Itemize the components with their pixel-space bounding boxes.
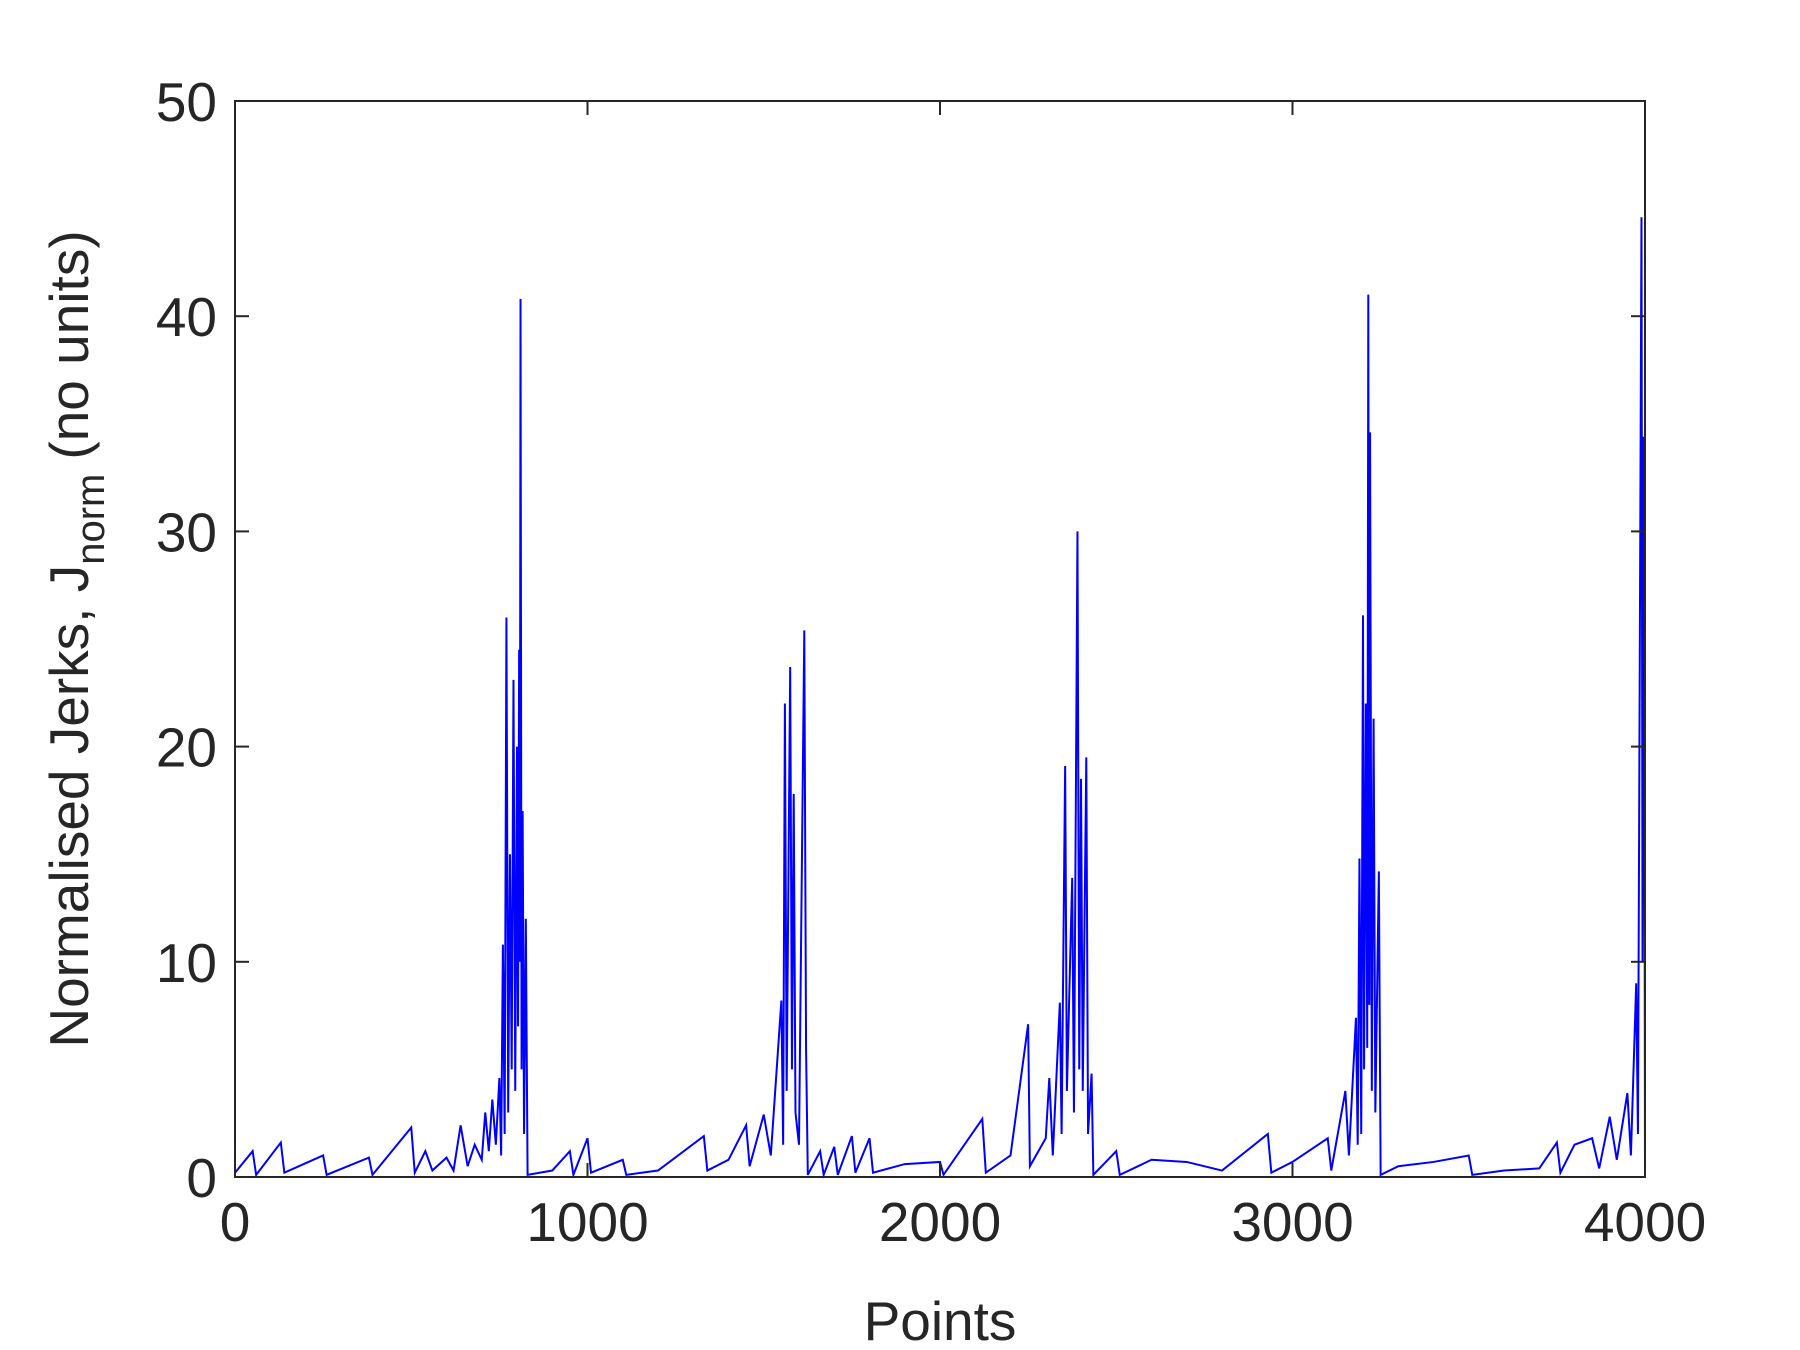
y-tick-label: 30 (156, 501, 217, 563)
x-tick-label: 2000 (879, 1191, 1001, 1253)
y-tick-label: 10 (156, 932, 217, 994)
y-tick-label: 0 (186, 1147, 217, 1209)
y-label-text: Normalised Jerks, J (38, 565, 100, 1048)
y-tick-label: 50 (156, 71, 217, 133)
y-label-suffix: (no units) (38, 230, 100, 459)
y-label-subscript: norm (69, 474, 113, 565)
y-tick-label: 40 (156, 286, 217, 348)
y-axis-label: Normalised Jerks, Jnorm (no units) (38, 230, 113, 1047)
x-tick-label: 3000 (1231, 1191, 1353, 1253)
y-tick-label: 20 (156, 717, 217, 779)
x-axis-label: Points (864, 1290, 1017, 1350)
data-line (234, 217, 1646, 1179)
x-tick-label: 4000 (1584, 1191, 1706, 1253)
x-tick-label: 0 (220, 1191, 251, 1253)
x-tick-label: 1000 (526, 1191, 648, 1253)
